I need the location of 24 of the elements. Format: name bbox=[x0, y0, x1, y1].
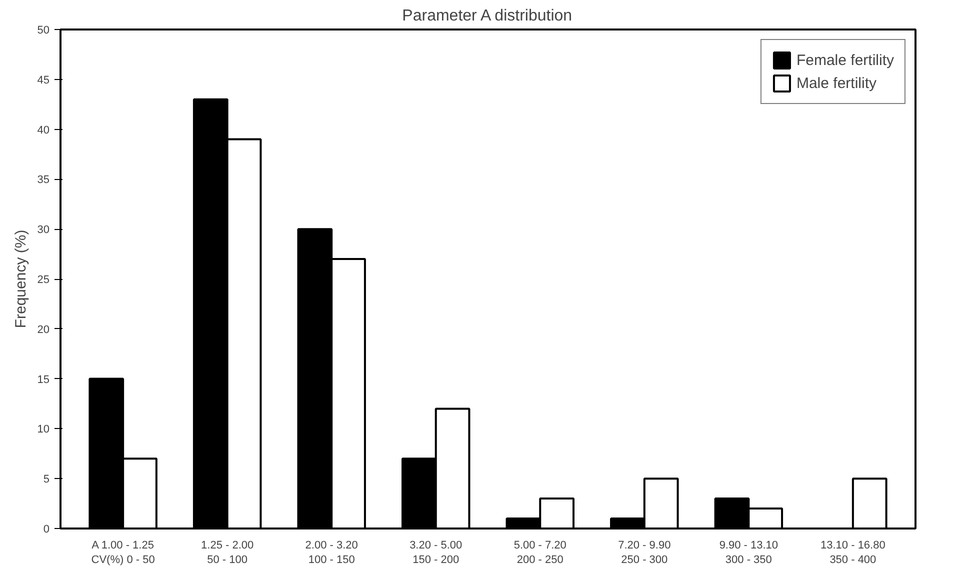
bar bbox=[852, 478, 888, 528]
y-tick-label: 10 bbox=[37, 424, 50, 436]
legend-label: Female fertility bbox=[796, 52, 894, 68]
x-tick-label: 3.20 - 5.00 150 - 200 bbox=[410, 540, 462, 566]
y-tick-label: 30 bbox=[37, 224, 50, 236]
y-tick-label: 15 bbox=[37, 374, 50, 386]
x-tick-label: 7.20 - 9.90 250 - 300 bbox=[618, 540, 671, 566]
x-tick-label: 2.00 - 3.20 100 - 150 bbox=[305, 540, 358, 566]
y-tick-label: 0 bbox=[43, 524, 50, 536]
y-tick-label: 5 bbox=[43, 474, 50, 486]
x-tick-label: A 1.00 - 1.25 CV(%) 0 - 50 bbox=[91, 540, 155, 566]
chart-title: Parameter A distribution bbox=[402, 8, 572, 24]
y-tick-label: 50 bbox=[37, 24, 50, 36]
x-tick-label: 1.25 - 2.00 50 - 100 bbox=[201, 540, 254, 566]
x-tick-label: 13.10 - 16.80 350 - 400 bbox=[820, 540, 886, 566]
y-tick-label: 20 bbox=[37, 324, 50, 336]
legend-label: Male fertility bbox=[796, 74, 876, 92]
y-tick-label: 35 bbox=[37, 174, 50, 186]
x-tick-label: 9.90 - 13.10 300 - 350 bbox=[719, 540, 778, 566]
y-tick-label: 40 bbox=[37, 124, 50, 136]
y-tick-label: 45 bbox=[37, 74, 50, 86]
y-tick-label: 25 bbox=[37, 274, 50, 286]
x-tick-label: 5.00 - 7.20 200 - 250 bbox=[514, 540, 566, 566]
y-axis-title: Frequency (%) bbox=[12, 230, 30, 328]
